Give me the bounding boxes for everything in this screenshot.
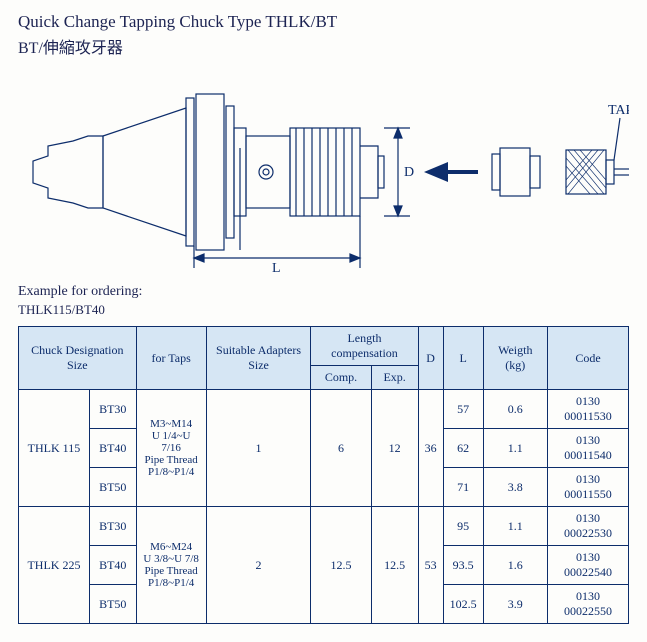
cell-code: 0130 00022550 xyxy=(547,585,628,624)
cell-adapter: 1 xyxy=(206,390,311,507)
cell-weight: 1.6 xyxy=(483,546,547,585)
th-comp: Comp. xyxy=(311,366,371,390)
dim-l-label: L xyxy=(272,261,281,276)
cell-weight: 1.1 xyxy=(483,429,547,468)
cell-taps: M6~M24 U 3/8~U 7/8 Pipe Thread P1/8~P1/4 xyxy=(136,507,206,624)
th-taps: for Taps xyxy=(136,327,206,390)
table-row: THLK 225 BT30 M6~M24 U 3/8~U 7/8 Pipe Th… xyxy=(19,507,629,546)
cell-l: 57 xyxy=(443,390,483,429)
cell-adapter: 2 xyxy=(206,507,311,624)
cell-chuck: THLK 225 xyxy=(19,507,90,624)
cell-variant: BT50 xyxy=(89,468,136,507)
cell-variant: BT40 xyxy=(89,429,136,468)
table-row: THLK 115 BT30 M3~M14 U 1/4~U 7/16 Pipe T… xyxy=(19,390,629,429)
th-exp: Exp. xyxy=(371,366,418,390)
spec-table: Chuck Designation Size for Taps Suitable… xyxy=(18,326,629,624)
tap-label: TAP xyxy=(608,103,629,118)
cell-l: 62 xyxy=(443,429,483,468)
cell-l: 93.5 xyxy=(443,546,483,585)
th-lencomp: Length compensation xyxy=(311,327,418,366)
cell-variant: BT40 xyxy=(89,546,136,585)
title-chinese: BT/伸縮攻牙器 xyxy=(18,34,629,58)
cell-taps: M3~M14 U 1/4~U 7/16 Pipe Thread P1/8~P1/… xyxy=(136,390,206,507)
cell-chuck: THLK 115 xyxy=(19,390,90,507)
cell-code: 0130 00011550 xyxy=(547,468,628,507)
title-english: Quick Change Tapping Chuck Type THLK/BT xyxy=(18,12,629,32)
example-value: THLK115/BT40 xyxy=(18,302,629,318)
example-label: Example for ordering: xyxy=(18,284,629,300)
technical-diagram: TAP D L xyxy=(18,68,629,278)
dim-d-label: D xyxy=(404,165,414,180)
cell-exp: 12 xyxy=(371,390,418,507)
cell-exp: 12.5 xyxy=(371,507,418,624)
cell-code: 0130 00022530 xyxy=(547,507,628,546)
th-adapter: Suitable Adapters Size xyxy=(206,327,311,390)
cell-variant: BT30 xyxy=(89,390,136,429)
th-weight: Weigth (kg) xyxy=(483,327,547,390)
th-chuck: Chuck Designation Size xyxy=(19,327,137,390)
cell-variant: BT30 xyxy=(89,507,136,546)
cell-weight: 3.8 xyxy=(483,468,547,507)
cell-code: 0130 00022540 xyxy=(547,546,628,585)
th-l: L xyxy=(443,327,483,390)
cell-d: 36 xyxy=(418,390,443,507)
cell-l: 102.5 xyxy=(443,585,483,624)
th-code: Code xyxy=(547,327,628,390)
th-d: D xyxy=(418,327,443,390)
cell-weight: 3.9 xyxy=(483,585,547,624)
cell-comp: 6 xyxy=(311,390,371,507)
cell-d: 53 xyxy=(418,507,443,624)
cell-weight: 1.1 xyxy=(483,507,547,546)
cell-l: 95 xyxy=(443,507,483,546)
cell-code: 0130 00011540 xyxy=(547,429,628,468)
cell-l: 71 xyxy=(443,468,483,507)
cell-code: 0130 00011530 xyxy=(547,390,628,429)
table-header-row-1: Chuck Designation Size for Taps Suitable… xyxy=(19,327,629,366)
cell-weight: 0.6 xyxy=(483,390,547,429)
cell-variant: BT50 xyxy=(89,585,136,624)
cell-comp: 12.5 xyxy=(311,507,371,624)
